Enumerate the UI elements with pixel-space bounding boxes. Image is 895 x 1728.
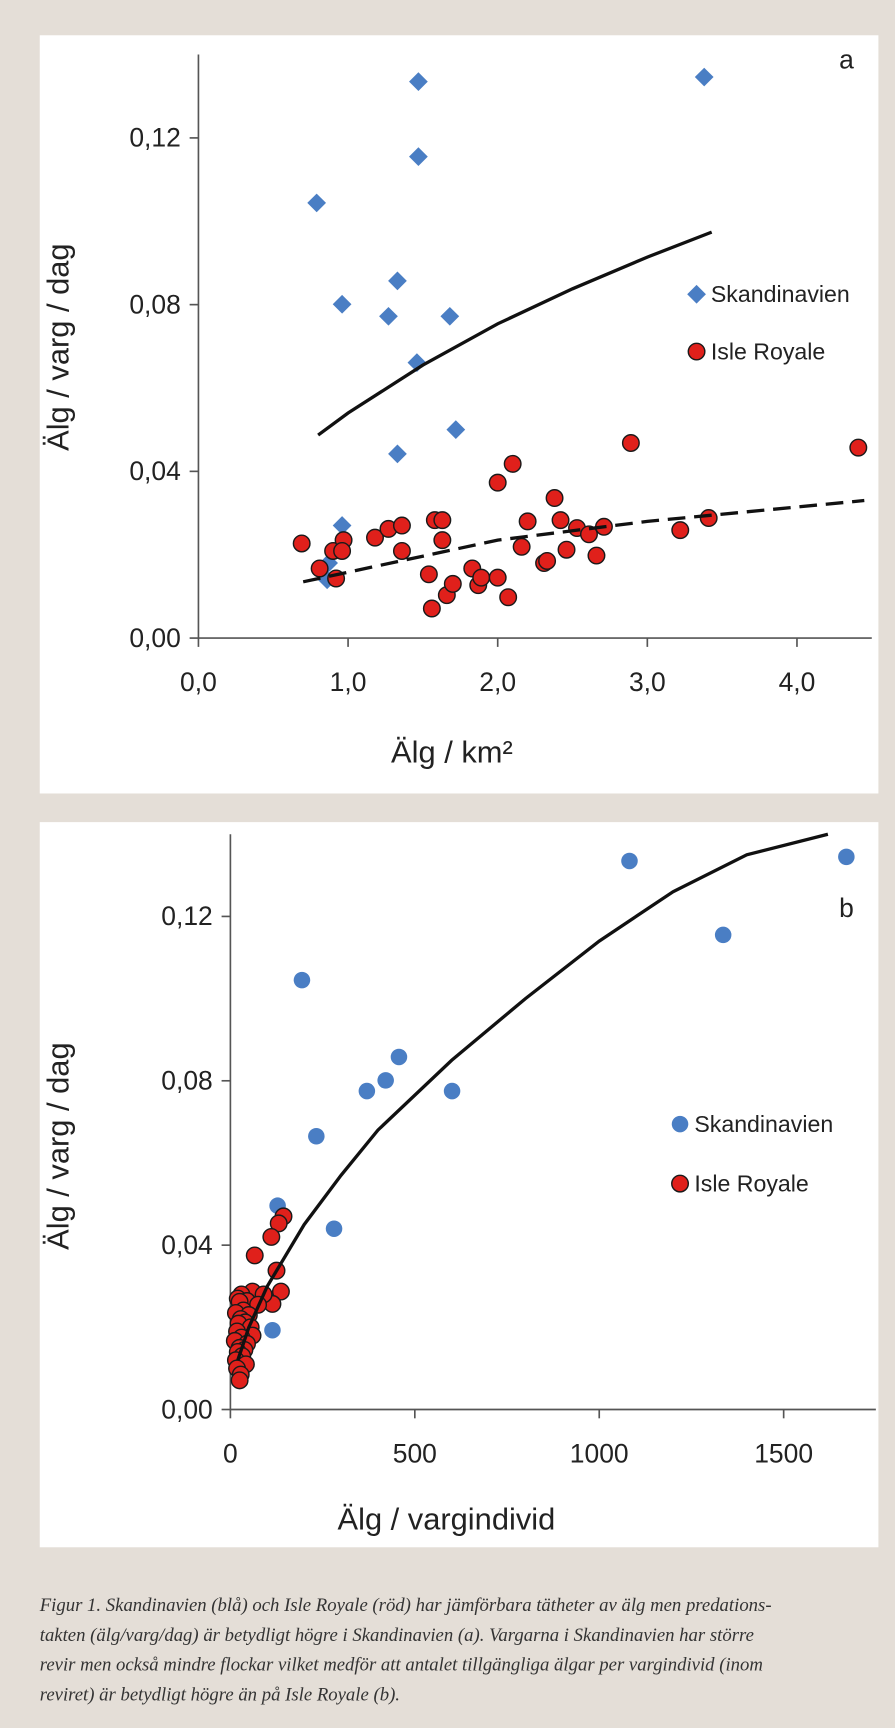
legend-label: Skandinavien bbox=[711, 281, 850, 307]
point bbox=[388, 444, 407, 464]
point bbox=[262, 1227, 281, 1246]
x-tick-label: 4,0 bbox=[779, 667, 816, 697]
point bbox=[551, 511, 570, 530]
y-tick-label: 0,08 bbox=[161, 1066, 212, 1096]
point bbox=[488, 473, 507, 492]
x-tick-label: 500 bbox=[393, 1438, 437, 1468]
point bbox=[269, 1214, 288, 1233]
point bbox=[488, 568, 507, 587]
legend-label: Isle Royale bbox=[711, 338, 825, 364]
point bbox=[379, 306, 398, 326]
fit-line bbox=[236, 832, 829, 1361]
x-tick-label: 1500 bbox=[754, 1438, 813, 1468]
point bbox=[308, 1127, 325, 1145]
point bbox=[390, 1048, 408, 1066]
point bbox=[377, 1072, 394, 1089]
panel-label: b bbox=[839, 893, 854, 923]
fit-line bbox=[302, 498, 865, 584]
x-tick-label: 1000 bbox=[570, 1438, 629, 1468]
x-tick-label: 2,0 bbox=[479, 667, 516, 697]
y-tick-label: 0,12 bbox=[129, 123, 180, 153]
point bbox=[838, 848, 855, 866]
point bbox=[433, 511, 452, 530]
point bbox=[310, 559, 329, 578]
point bbox=[538, 551, 557, 570]
point bbox=[325, 1220, 343, 1237]
point bbox=[245, 1246, 264, 1265]
point bbox=[358, 1082, 376, 1100]
point bbox=[587, 546, 606, 565]
legend-label: Isle Royale bbox=[694, 1170, 808, 1196]
point bbox=[392, 541, 411, 560]
point bbox=[433, 531, 452, 550]
point bbox=[472, 568, 491, 587]
point bbox=[332, 294, 352, 314]
point bbox=[443, 1082, 461, 1100]
panel-label: a bbox=[839, 44, 854, 74]
point bbox=[333, 541, 352, 560]
y-axis-title: Älg / varg / dag bbox=[40, 243, 75, 450]
point bbox=[499, 588, 518, 607]
x-tick-label: 0,0 bbox=[180, 667, 217, 697]
point bbox=[392, 516, 411, 535]
x-tick-label: 3,0 bbox=[629, 667, 666, 697]
point bbox=[366, 528, 384, 547]
x-tick-label: 0 bbox=[223, 1438, 238, 1468]
point bbox=[443, 574, 462, 593]
point bbox=[271, 1282, 290, 1301]
point bbox=[292, 534, 311, 553]
point bbox=[440, 306, 460, 326]
caption-line: Figur 1. Skandinavien (blå) och Isle Roy… bbox=[39, 1595, 772, 1616]
legend-marker bbox=[671, 1115, 689, 1133]
point bbox=[503, 454, 522, 473]
x-tick-label: 1,0 bbox=[330, 667, 367, 697]
point bbox=[446, 420, 466, 440]
point bbox=[230, 1371, 249, 1390]
point bbox=[293, 971, 311, 989]
y-tick-label: 0,08 bbox=[129, 289, 180, 319]
y-tick-label: 0,12 bbox=[161, 901, 212, 931]
caption-line: takten (älg/varg/dag) är betydligt högre… bbox=[40, 1625, 754, 1646]
point bbox=[264, 1321, 281, 1339]
point bbox=[699, 509, 718, 528]
y-tick-label: 0,00 bbox=[161, 1394, 212, 1424]
point bbox=[419, 565, 438, 584]
point bbox=[409, 147, 428, 167]
legend-marker bbox=[671, 1174, 690, 1193]
y-tick-label: 0,04 bbox=[129, 456, 180, 486]
y-axis-title: Älg / varg / dag bbox=[40, 1042, 75, 1249]
fit-line bbox=[317, 230, 713, 437]
y-tick-label: 0,04 bbox=[161, 1230, 212, 1260]
point bbox=[422, 599, 441, 618]
x-axis-title: Älg / vargindivid bbox=[338, 1502, 556, 1537]
point bbox=[849, 438, 868, 457]
legend-label: Skandinavien bbox=[694, 1111, 833, 1137]
point bbox=[671, 521, 690, 540]
point bbox=[579, 525, 598, 544]
point bbox=[621, 852, 638, 870]
point bbox=[621, 434, 640, 452]
legend-marker bbox=[687, 342, 706, 361]
x-axis-title: Älg / km² bbox=[391, 735, 513, 770]
point bbox=[518, 512, 537, 531]
panel bbox=[39, 35, 879, 794]
caption-line: revir men också mindre flockar vilket me… bbox=[40, 1655, 763, 1676]
point bbox=[714, 926, 732, 944]
caption-line: reviret) är betydligt högre än på Isle R… bbox=[40, 1684, 400, 1705]
point bbox=[307, 193, 327, 213]
y-tick-label: 0,00 bbox=[129, 623, 180, 653]
panel bbox=[39, 822, 879, 1548]
point bbox=[545, 489, 564, 508]
point bbox=[557, 540, 576, 559]
point bbox=[512, 537, 531, 556]
